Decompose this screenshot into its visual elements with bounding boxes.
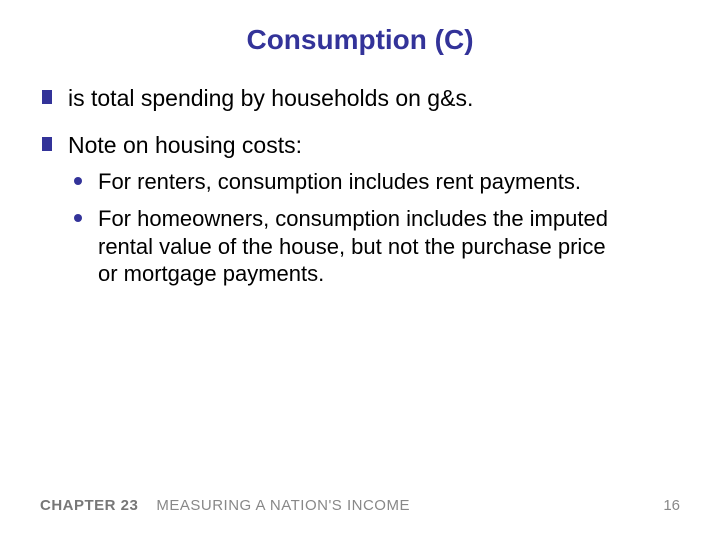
chapter-subtitle: MEASURING A NATION'S INCOME: [156, 497, 410, 514]
bullet-text: Note on housing costs:: [68, 132, 302, 158]
bullet-item: Note on housing costs: For renters, cons…: [40, 131, 680, 288]
sub-bullet-item: For renters, consumption includes rent p…: [68, 168, 628, 196]
sub-bullet-item: For homeowners, consumption includes the…: [68, 205, 628, 288]
bullet-item: is total spending by households on g&s.: [40, 84, 680, 113]
slide-title: Consumption (C): [40, 24, 680, 56]
slide-footer: CHAPTER 23 MEASURING A NATION'S INCOME 1…: [40, 497, 680, 514]
main-bullet-list: is total spending by households on g&s. …: [40, 84, 680, 288]
page-number: 16: [663, 497, 680, 514]
chapter-label: CHAPTER 23: [40, 497, 138, 514]
sub-bullet-list: For renters, consumption includes rent p…: [68, 168, 680, 288]
